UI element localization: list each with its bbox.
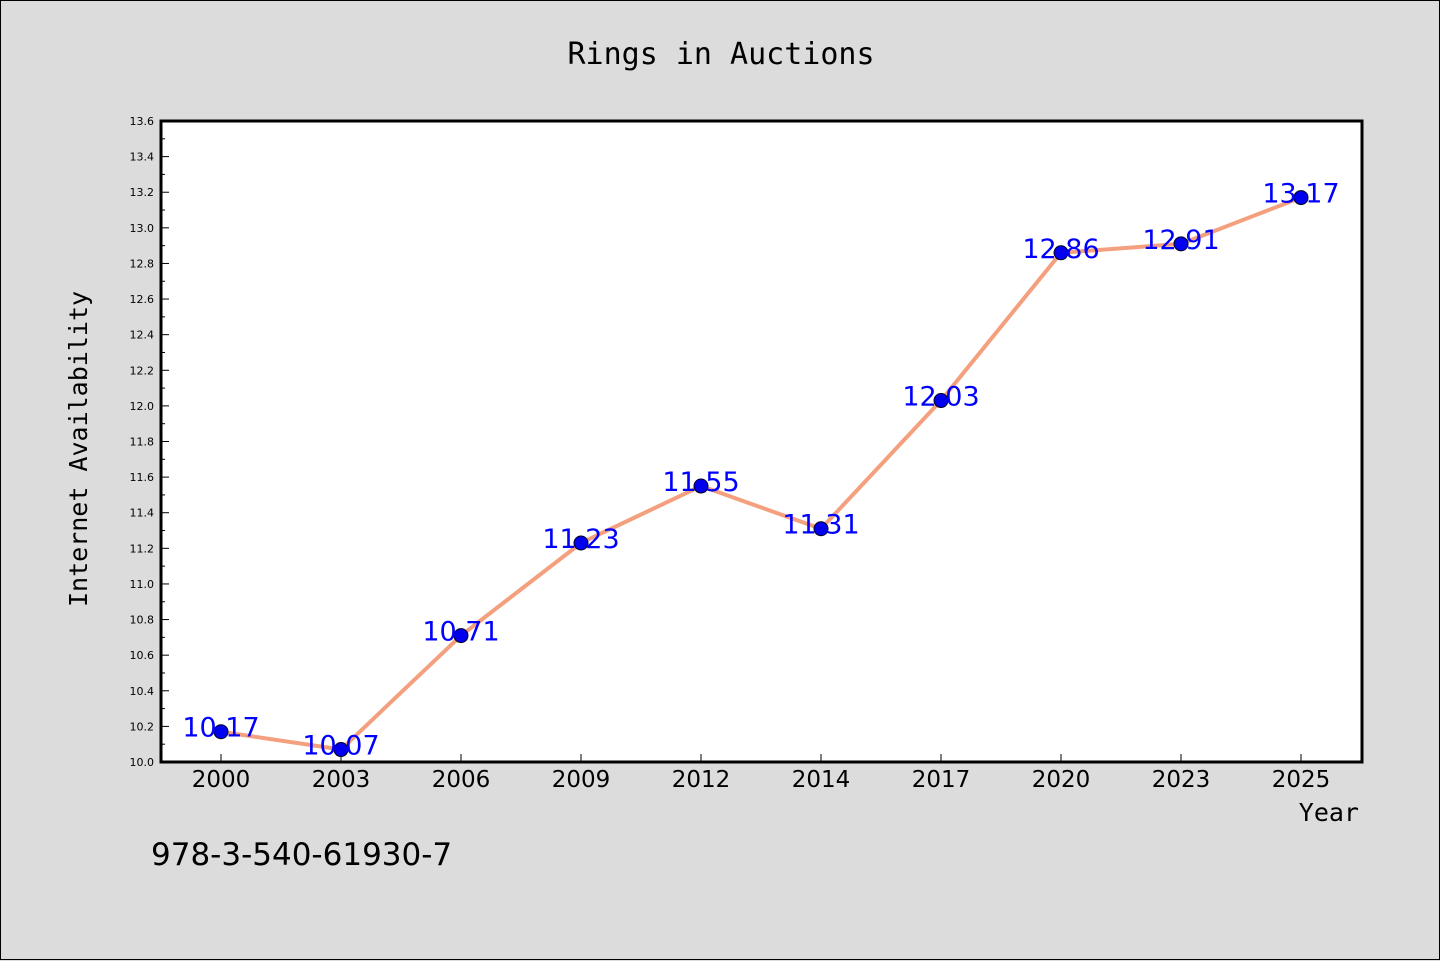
data-point	[453, 628, 469, 644]
x-axis: 2000 2003 2006 2009 2012 2014 2017 2020 2023 2025	[192, 754, 1331, 793]
y-tick-label: 10.8	[130, 614, 155, 627]
y-tick-label: 10.0	[130, 756, 155, 769]
isbn-annotation: 978-3-540-61930-7	[151, 837, 452, 873]
data-point	[933, 393, 949, 409]
y-tick-label: 12.6	[130, 293, 155, 306]
y-tick-label: 13.0	[130, 222, 155, 235]
y-tick-label: 11.4	[130, 507, 155, 520]
data-point	[1293, 190, 1309, 206]
y-tick-label: 11.0	[130, 578, 155, 591]
y-tick-label: 12.2	[130, 364, 155, 377]
data-point	[1173, 236, 1189, 252]
x-tick-label: 2020	[1032, 767, 1091, 793]
data-point	[813, 521, 829, 537]
data-labels: 10.17 10.07 10.71 11.23 11.55 11.31 12.03 12.86…	[182, 179, 1339, 762]
data-label: 11.55	[662, 467, 739, 498]
x-axis-label: Year	[1299, 798, 1359, 827]
y-tick-label: 12.0	[130, 400, 155, 413]
data-point	[573, 535, 589, 551]
data-label: 12.91	[1142, 225, 1219, 256]
y-tick-label: 12.4	[130, 329, 155, 342]
plot-area	[159, 119, 1364, 764]
data-label: 11.23	[542, 524, 619, 555]
chart-title: Rings in Auctions	[567, 37, 874, 72]
data-label: 12.03	[902, 382, 979, 413]
y-tick-label: 11.8	[130, 436, 155, 449]
x-tick-label: 2014	[792, 767, 851, 793]
y-tick-label: 13.6	[130, 115, 155, 128]
y-tick-label: 10.6	[130, 649, 155, 662]
data-label: 13.17	[1262, 179, 1339, 210]
data-label: 12.86	[1022, 234, 1099, 265]
x-tick-label: 2000	[192, 767, 251, 793]
data-label: 10.71	[422, 617, 499, 648]
y-tick-label: 11.6	[130, 471, 155, 484]
x-tick-label: 2003	[312, 767, 371, 793]
series-line	[220, 195, 1302, 752]
y-tick-label: 13.4	[130, 151, 155, 164]
data-point	[213, 724, 229, 740]
data-point	[693, 478, 709, 494]
data-label: 11.31	[782, 510, 859, 541]
y-tick-label: 13.2	[130, 186, 155, 199]
y-tick-label: 11.2	[130, 542, 155, 555]
x-tick-label: 2006	[432, 767, 491, 793]
data-label: 10.07	[302, 731, 379, 762]
y-axis: 10.0 10.2 10.4 10.6 10.8 11.0 11.2 11.4 11.6 11.8…	[130, 115, 169, 769]
y-tick-label: 10.4	[130, 685, 155, 698]
series-layer	[213, 190, 1309, 758]
x-tick-label: 2023	[1152, 767, 1211, 793]
y-axis-label: Internet Availability	[64, 291, 93, 607]
y-tick-label: 10.2	[130, 720, 155, 733]
data-label: 10.17	[182, 713, 259, 744]
data-point	[1053, 245, 1069, 261]
x-tick-label: 2017	[912, 767, 971, 793]
x-tick-label: 2009	[552, 767, 611, 793]
x-tick-label: 2025	[1272, 767, 1331, 793]
data-point	[333, 742, 349, 758]
y-tick-label: 12.8	[130, 257, 155, 270]
x-tick-label: 2012	[672, 767, 731, 793]
